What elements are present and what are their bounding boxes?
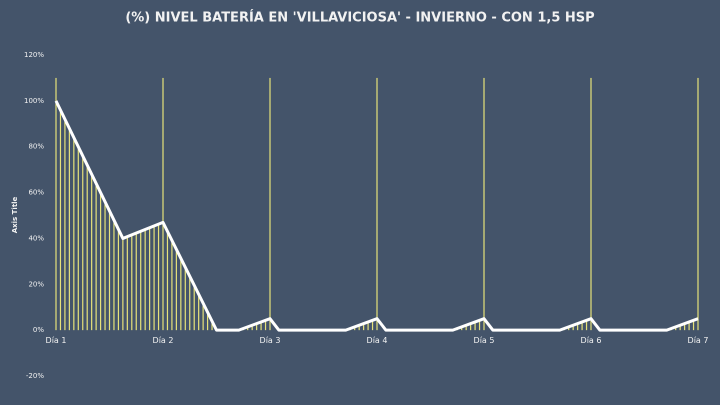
y-tick-label: 40% (28, 234, 44, 242)
bar (166, 231, 169, 331)
bar (581, 320, 583, 331)
bar (256, 323, 258, 331)
bar (684, 323, 686, 331)
x-tick-label: Día 7 (687, 336, 709, 346)
bar (175, 249, 177, 331)
bar (113, 220, 115, 331)
bar (371, 320, 374, 331)
bar (692, 320, 695, 331)
x-tick-label: Día 5 (473, 336, 495, 346)
bar (474, 320, 476, 331)
bar (247, 327, 249, 331)
bar (697, 77, 699, 331)
x-tick-label: Día 6 (580, 336, 602, 346)
bar (140, 231, 142, 331)
y-tick-label: 100% (24, 97, 44, 105)
bar (590, 77, 592, 331)
bar (376, 77, 378, 331)
bar (162, 77, 164, 331)
bar (59, 110, 62, 331)
bar (577, 323, 579, 331)
bar (184, 268, 186, 331)
bar (73, 137, 75, 331)
bar (202, 302, 204, 331)
bar (144, 229, 146, 331)
bar (126, 236, 128, 331)
bar (675, 327, 677, 331)
bar (585, 320, 588, 331)
chart-title: (%) NIVEL BATERÍA EN 'VILLAVICIOSA' - IN… (125, 10, 594, 26)
bar (572, 325, 574, 331)
y-tick-label: 0% (33, 326, 44, 334)
bar (260, 320, 262, 331)
y-tick-label: 120% (24, 51, 44, 59)
bar (104, 201, 106, 331)
bar (358, 325, 360, 331)
bar (180, 259, 182, 331)
bar (679, 325, 681, 331)
battery-line (54, 100, 699, 332)
bar (264, 320, 267, 331)
y-tick-label: 80% (28, 143, 44, 151)
bar (688, 320, 690, 331)
bar (122, 238, 124, 331)
bar (465, 325, 467, 331)
bar (95, 183, 97, 331)
x-tick-label: Día 1 (45, 336, 67, 346)
bar (483, 77, 485, 331)
bar (189, 277, 191, 331)
bar (206, 311, 209, 331)
bar (367, 320, 369, 331)
bar (193, 284, 195, 331)
bar (269, 77, 271, 331)
bar (363, 323, 365, 331)
bar (171, 240, 173, 331)
bar (131, 233, 133, 331)
x-tick-label: Día 4 (366, 336, 388, 346)
bar (91, 174, 93, 331)
bar (157, 224, 160, 331)
bar (354, 327, 356, 331)
bar (461, 327, 463, 331)
bar (211, 320, 213, 331)
bar (55, 77, 57, 331)
y-tick-label: -20% (26, 372, 44, 380)
bar (86, 165, 88, 331)
bar (68, 128, 70, 331)
bar (99, 192, 102, 331)
bar (149, 226, 151, 331)
y-tick-label: 20% (28, 280, 44, 288)
bar (568, 327, 570, 331)
y-tick-label: 60% (28, 189, 44, 197)
bar (153, 226, 155, 331)
bar (198, 293, 200, 331)
bar (478, 320, 481, 331)
bar (251, 325, 253, 331)
bar (64, 119, 66, 331)
bar (470, 323, 472, 331)
x-tick-label: Día 3 (259, 336, 281, 346)
bar (108, 210, 111, 331)
x-tick-label: Día 2 (152, 336, 174, 346)
y-axis-title: Axis Title (11, 196, 19, 233)
bar (82, 155, 84, 331)
bar (77, 146, 79, 331)
bar (135, 233, 137, 331)
bar (117, 229, 120, 331)
